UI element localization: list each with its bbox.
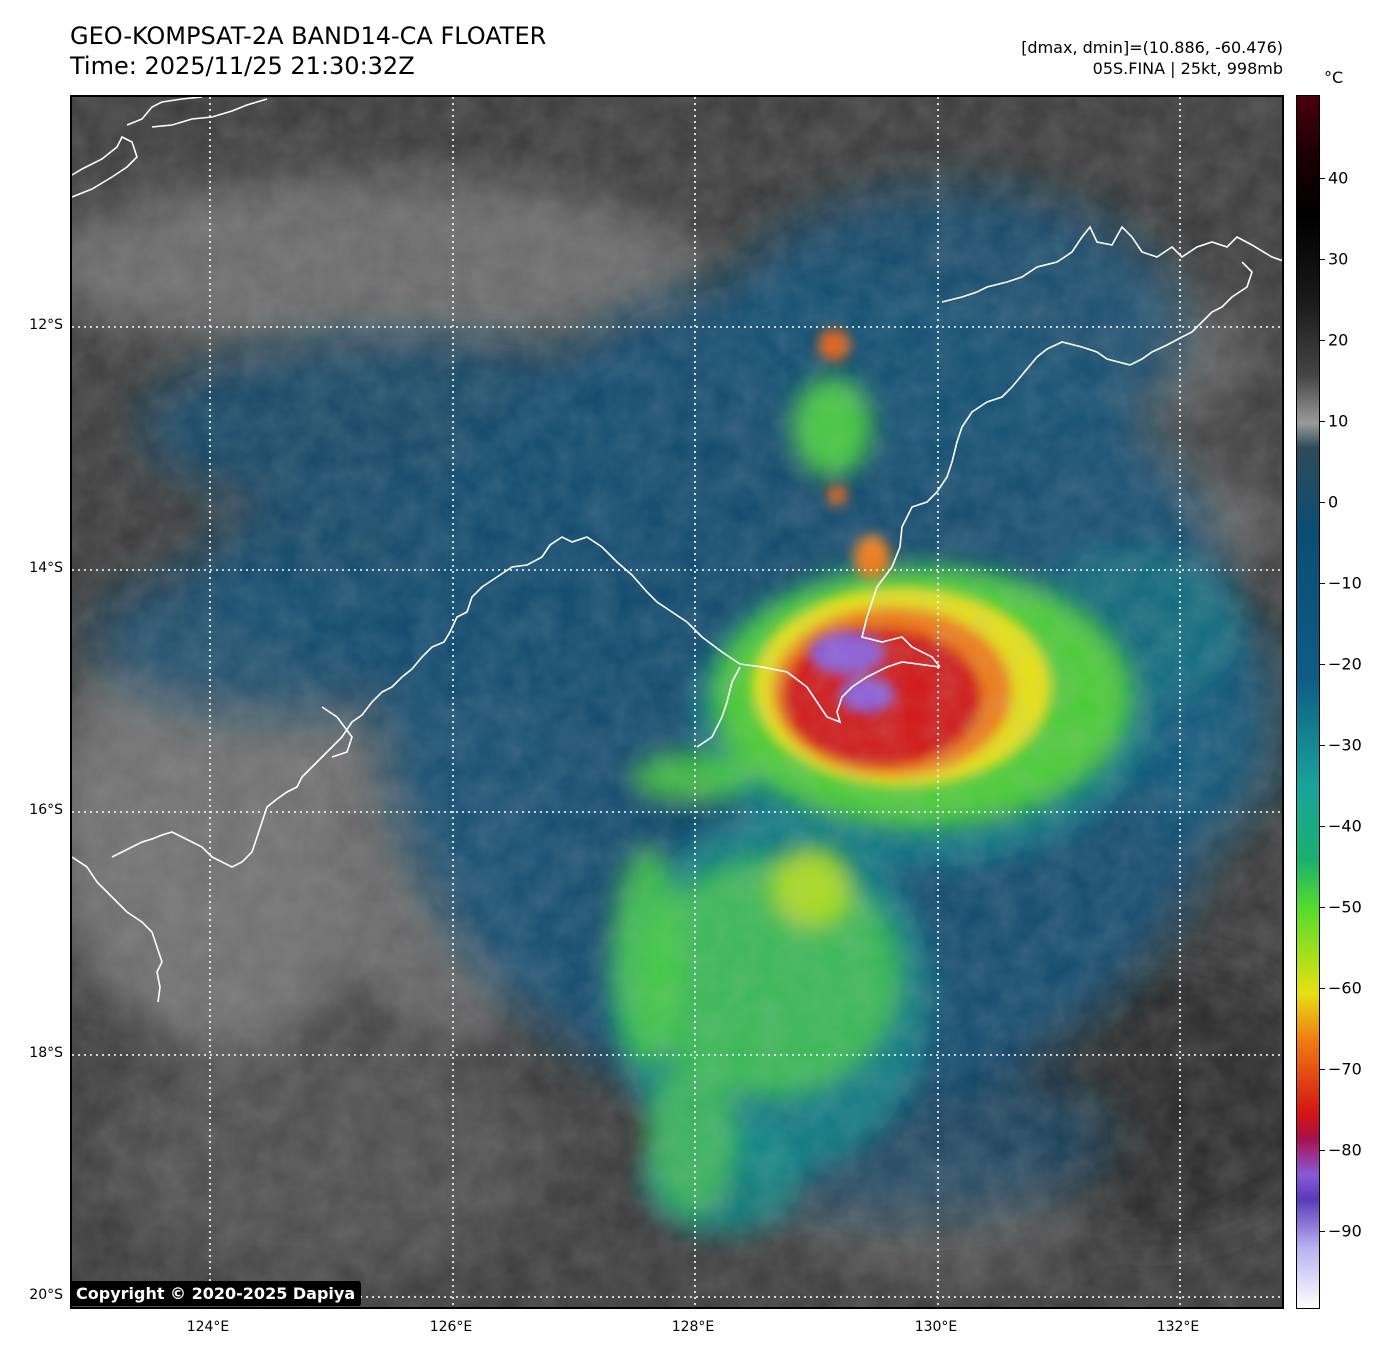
colorbar-tick-label: −20	[1328, 654, 1362, 674]
colorbar-tick-mark	[1320, 259, 1325, 260]
colorbar-tick-label: 0	[1328, 492, 1339, 512]
satellite-map	[70, 95, 1284, 1309]
lat-label-20s: 20°S	[29, 1287, 63, 1303]
colorbar-tick-mark	[1320, 178, 1325, 179]
lon-label-126e: 126°E	[429, 1319, 473, 1335]
colorbar-tick-label: −80	[1328, 1140, 1362, 1160]
colorbar-tick-label: −30	[1328, 735, 1362, 755]
colorbar-tick-mark	[1320, 340, 1325, 341]
colorbar-tick-mark	[1320, 988, 1325, 989]
colorbar-tick-mark	[1320, 664, 1325, 665]
colorbar-tick-mark	[1320, 1069, 1325, 1070]
colorbar-tick-mark	[1320, 1231, 1325, 1232]
copyright-badge: Copyright © 2020-2025 Dapiya	[70, 1281, 362, 1306]
colorbar-tick-mark	[1320, 907, 1325, 908]
figure-timestamp: Time: 2025/11/25 21:30:32Z	[70, 52, 415, 80]
lon-label-130e: 130°E	[914, 1319, 958, 1335]
lat-label-16s: 16°S	[29, 802, 63, 818]
data-range-label: [dmax, dmin]=(10.886, -60.476)	[1021, 38, 1283, 57]
figure-title: GEO-KOMPSAT-2A BAND14-CA FLOATER	[70, 22, 547, 50]
colorbar-tick-mark	[1320, 745, 1325, 746]
colorbar-unit: °C	[1324, 68, 1344, 87]
colorbar-tick-label: −50	[1328, 897, 1362, 917]
colorbar-tick-label: −10	[1328, 573, 1362, 593]
lon-label-124e: 124°E	[186, 1319, 230, 1335]
cloud-texture	[72, 97, 1282, 1307]
colorbar-tick-label: 30	[1328, 249, 1349, 269]
satellite-imagery	[72, 97, 1282, 1307]
colorbar-tick-mark	[1320, 583, 1325, 584]
storm-info-label: 05S.FINA | 25kt, 998mb	[1092, 59, 1283, 78]
colorbar-tick-label: −40	[1328, 816, 1362, 836]
colorbar-tick-mark	[1320, 421, 1325, 422]
coastlines	[72, 97, 1282, 1003]
lat-label-12s: 12°S	[29, 317, 63, 333]
lat-label-18s: 18°S	[29, 1045, 63, 1061]
temperature-colorbar	[1296, 95, 1320, 1309]
lon-label-128e: 128°E	[671, 1319, 715, 1335]
colorbar-tick-label: 20	[1328, 330, 1349, 350]
colorbar-tick-label: −90	[1328, 1221, 1362, 1241]
colorbar-tick-label: 40	[1328, 168, 1349, 188]
lon-label-132e: 132°E	[1156, 1319, 1200, 1335]
colorbar-tick-label: −70	[1328, 1059, 1362, 1079]
graticule	[72, 97, 1282, 1307]
colorbar-tick-mark	[1320, 1150, 1325, 1151]
colorbar-tick-label: 10	[1328, 411, 1349, 431]
colorbar-tick-label: −60	[1328, 978, 1362, 998]
colorbar-tick-mark	[1320, 502, 1325, 503]
lat-label-14s: 14°S	[29, 560, 63, 576]
colorbar-tick-mark	[1320, 826, 1325, 827]
